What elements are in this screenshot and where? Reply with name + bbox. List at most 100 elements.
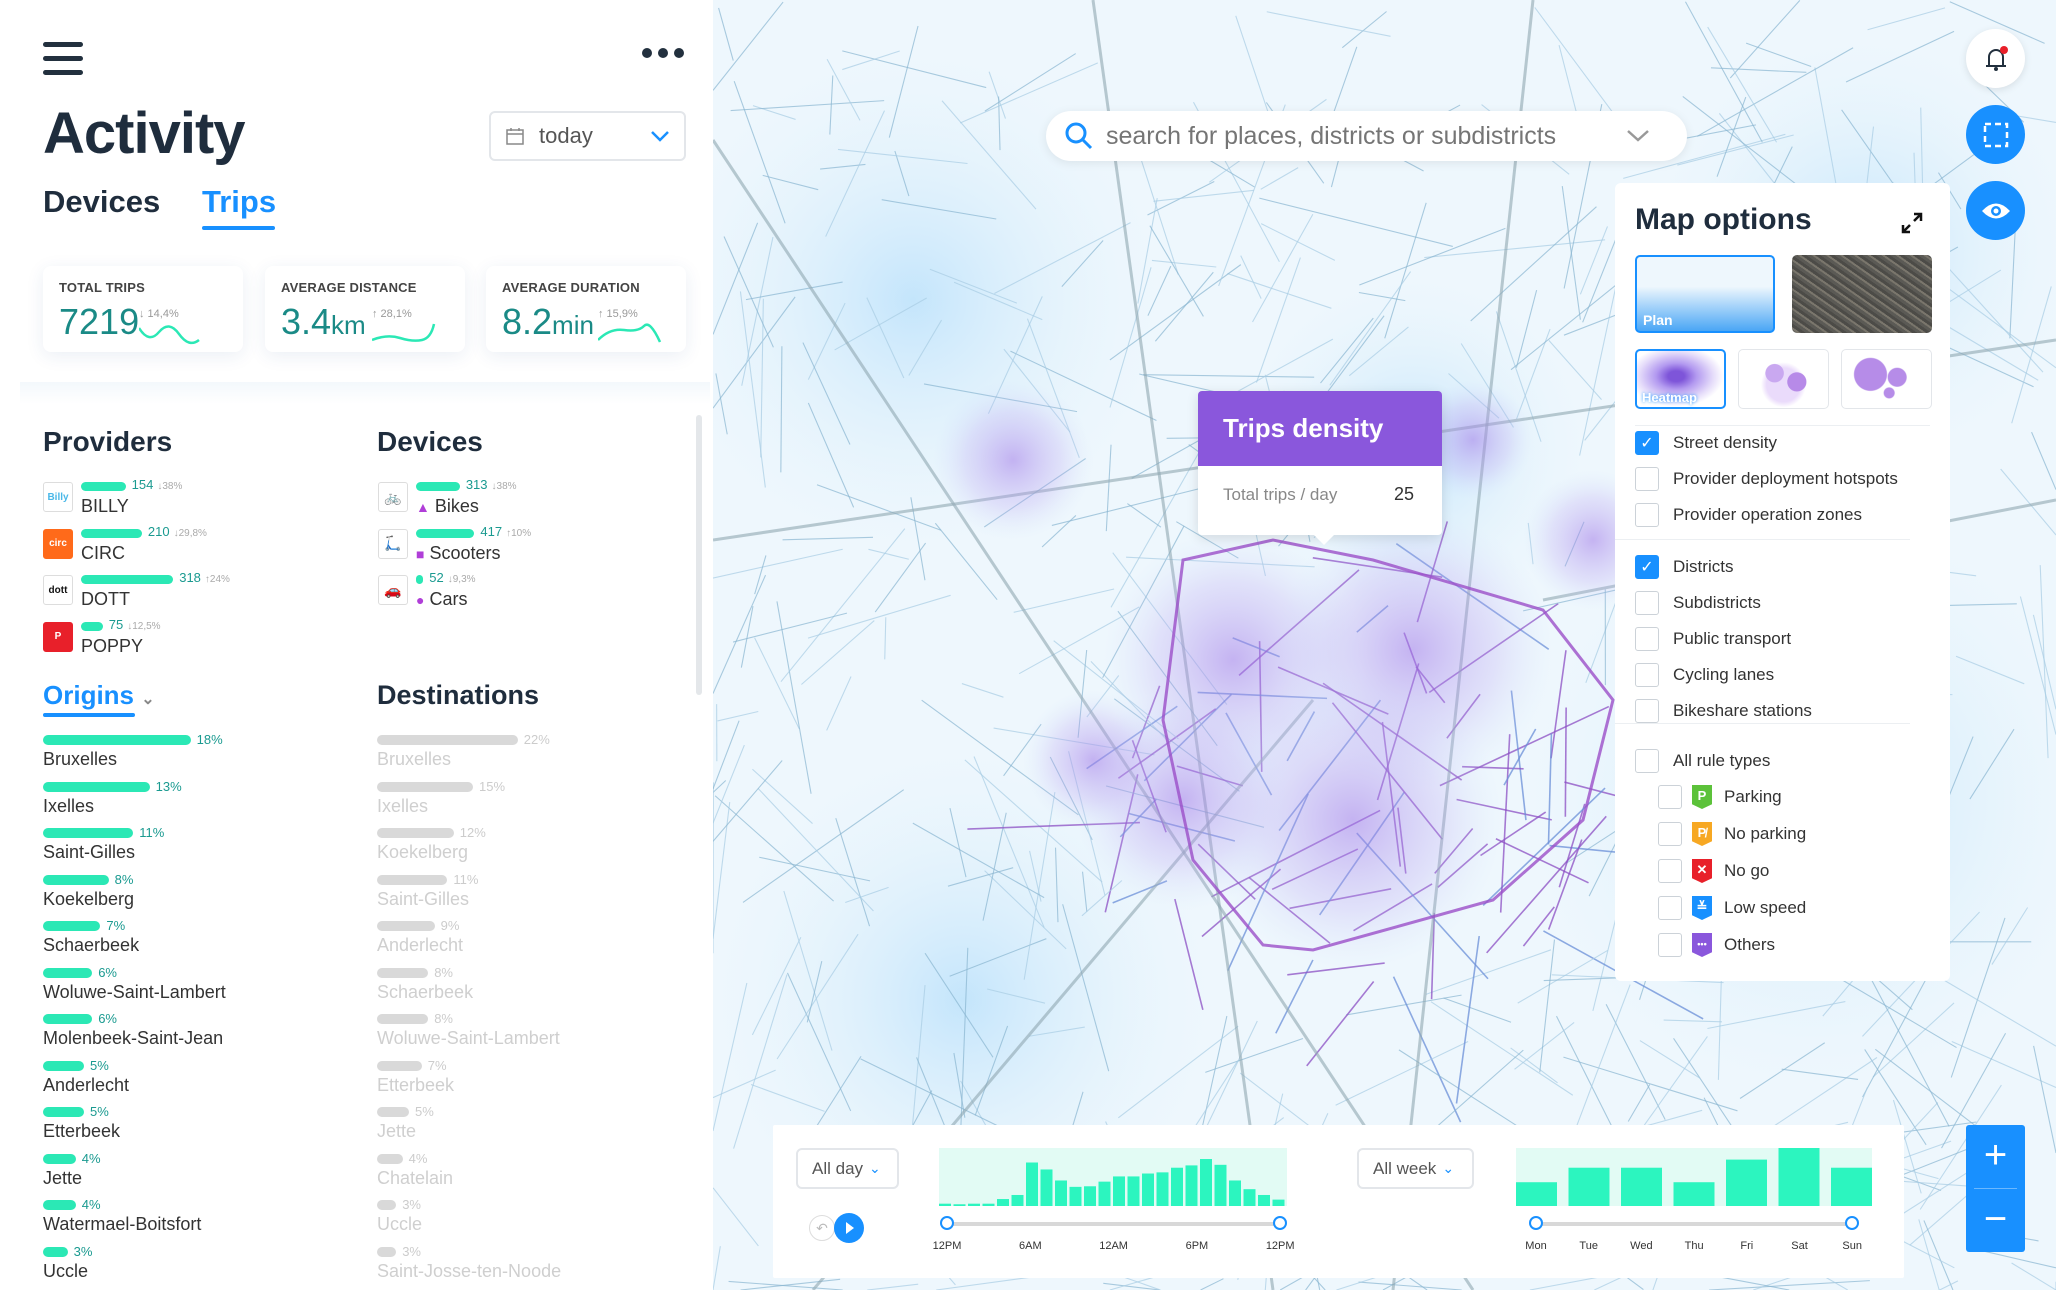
origin-row[interactable]: 5% Etterbeek <box>43 1104 343 1147</box>
rule-toggle[interactable]: ✕ No go <box>1658 859 1769 883</box>
destination-row[interactable]: 9% Anderlecht <box>377 918 677 961</box>
checkbox[interactable]: ✓ <box>1635 555 1659 579</box>
base-layer-satellite[interactable] <box>1792 255 1932 333</box>
hour-bar-7[interactable] <box>1040 1169 1053 1206</box>
checkbox[interactable] <box>1635 467 1659 491</box>
checkbox[interactable] <box>1658 785 1682 809</box>
checkbox[interactable] <box>1635 591 1659 615</box>
checkbox[interactable] <box>1635 699 1659 723</box>
provider-row[interactable]: P 75 ↓12,5% POPPY <box>43 617 343 664</box>
device-row[interactable]: 🚲 313 ↓38% ▲ Bikes <box>378 477 678 524</box>
hour-bar-1[interactable] <box>953 1204 966 1206</box>
origin-row[interactable]: 13% Ixelles <box>43 779 343 822</box>
origin-row[interactable]: 6% Woluwe-Saint-Lambert <box>43 965 343 1008</box>
select-area-button[interactable] <box>1966 105 2025 164</box>
checkbox[interactable] <box>1635 627 1659 651</box>
layer-toggle[interactable]: Bikeshare stations <box>1635 699 1812 723</box>
week-range-track[interactable] <box>1536 1222 1852 1226</box>
day-bar-0[interactable] <box>1516 1182 1557 1206</box>
provider-row[interactable]: circ 210 ↓29,8% CIRC <box>43 524 343 571</box>
origin-row[interactable]: 11% Saint-Gilles <box>43 825 343 868</box>
origin-row[interactable]: 3% Uccle <box>43 1244 343 1287</box>
viz-heatmap[interactable]: Heatmap <box>1635 349 1726 409</box>
day-bar-2[interactable] <box>1621 1167 1662 1206</box>
hour-bar-0[interactable] <box>939 1203 951 1206</box>
hour-bar-8[interactable] <box>1055 1180 1067 1206</box>
destination-row[interactable]: 4% Chatelain <box>377 1151 677 1194</box>
rule-toggle[interactable]: ≚ Low speed <box>1658 896 1806 920</box>
provider-row[interactable]: Billy 154 ↓38% BILLY <box>43 477 343 524</box>
hour-bar-2[interactable] <box>968 1203 980 1206</box>
hour-bar-21[interactable] <box>1243 1189 1256 1206</box>
hamburger-icon[interactable] <box>43 42 83 84</box>
destination-row[interactable]: 8% Schaerbeek <box>377 965 677 1008</box>
checkbox[interactable] <box>1658 896 1682 920</box>
hour-bar-14[interactable] <box>1142 1173 1154 1206</box>
origins-dropdown[interactable]: Origins ⌄ <box>43 680 155 711</box>
origin-row[interactable]: 4% Jette <box>43 1151 343 1194</box>
destination-row[interactable]: 11% Saint-Gilles <box>377 872 677 915</box>
hour-bar-11[interactable] <box>1098 1181 1111 1206</box>
viz-bubbles[interactable] <box>1841 349 1932 409</box>
destination-row[interactable]: 7% Etterbeek <box>377 1058 677 1101</box>
hour-range-start-handle[interactable] <box>940 1216 954 1230</box>
day-filter-dropdown[interactable]: All day ⌄ <box>796 1148 899 1189</box>
provider-row[interactable]: dott 318 ↑24% DOTT <box>43 570 343 617</box>
layer-toggle[interactable]: Subdistricts <box>1635 591 1761 615</box>
origin-row[interactable]: 5% Anderlecht <box>43 1058 343 1101</box>
viz-hexbin[interactable] <box>1738 349 1829 409</box>
day-bar-3[interactable] <box>1673 1182 1715 1206</box>
checkbox[interactable] <box>1635 503 1659 527</box>
hour-bar-20[interactable] <box>1229 1180 1241 1206</box>
origin-row[interactable]: 4% Watermael-Boitsfort <box>43 1197 343 1240</box>
day-bar-6[interactable] <box>1831 1167 1872 1206</box>
device-row[interactable]: 🛴 417 ↑10% ■ Scooters <box>378 524 678 571</box>
hour-bar-22[interactable] <box>1258 1194 1270 1206</box>
day-bar-4[interactable] <box>1726 1159 1767 1206</box>
hour-range-end-handle[interactable] <box>1273 1216 1287 1230</box>
week-filter-dropdown[interactable]: All week ⌄ <box>1357 1148 1474 1189</box>
checkbox[interactable]: ✓ <box>1635 431 1659 455</box>
rewind-button[interactable]: ↶ <box>809 1215 835 1241</box>
more-icon[interactable] <box>642 48 684 58</box>
origin-row[interactable]: 18% Bruxelles <box>43 732 343 775</box>
origin-row[interactable]: 8% Koekelberg <box>43 872 343 915</box>
layer-toggle[interactable]: ✓ Districts <box>1635 555 1733 579</box>
device-row[interactable]: 🚗 52 ↓9,3% ● Cars <box>378 570 678 617</box>
week-range-end-handle[interactable] <box>1845 1216 1859 1230</box>
destination-row[interactable]: 12% Koekelberg <box>377 825 677 868</box>
layer-toggle[interactable]: Cycling lanes <box>1635 663 1774 687</box>
rule-toggle[interactable]: P Parking <box>1658 785 1782 809</box>
hour-bar-6[interactable] <box>1026 1162 1038 1207</box>
layer-toggle[interactable]: Provider deployment hotspots <box>1635 467 1898 491</box>
hour-bar-10[interactable] <box>1084 1186 1096 1206</box>
visibility-button[interactable] <box>1966 181 2025 240</box>
hour-bar-13[interactable] <box>1127 1176 1140 1206</box>
chevron-down-icon[interactable] <box>1626 129 1650 143</box>
day-bar-5[interactable] <box>1778 1148 1820 1206</box>
place-search[interactable] <box>1046 111 1687 161</box>
sidebar-scrollbar[interactable] <box>696 415 702 695</box>
checkbox[interactable] <box>1635 749 1659 773</box>
rule-toggle[interactable]: P̸ No parking <box>1658 822 1806 846</box>
hour-bar-23[interactable] <box>1272 1199 1285 1206</box>
day-bar-1[interactable] <box>1568 1167 1610 1206</box>
layer-toggle[interactable]: ✓ Street density <box>1635 431 1777 455</box>
hour-bar-5[interactable] <box>1011 1194 1024 1206</box>
hour-bar-18[interactable] <box>1200 1159 1212 1206</box>
hour-bar-19[interactable] <box>1214 1164 1227 1206</box>
destination-row[interactable]: 3% Uccle <box>377 1197 677 1240</box>
expand-icon[interactable] <box>1900 211 1924 235</box>
origin-row[interactable]: 6% Molenbeek-Saint-Jean <box>43 1011 343 1054</box>
base-layer-plan[interactable]: Plan <box>1635 255 1775 333</box>
hour-bar-4[interactable] <box>997 1199 1009 1206</box>
hour-bar-12[interactable] <box>1113 1176 1125 1206</box>
play-button[interactable] <box>834 1213 864 1243</box>
search-input[interactable] <box>1106 121 1626 151</box>
layer-toggle[interactable]: All rule types <box>1635 749 1770 773</box>
layer-toggle[interactable]: Public transport <box>1635 627 1791 651</box>
hour-bar-15[interactable] <box>1156 1172 1169 1206</box>
origin-row[interactable]: 7% Schaerbeek <box>43 918 343 961</box>
zoom-out-button[interactable]: − <box>1983 1197 2008 1241</box>
hour-bar-9[interactable] <box>1069 1186 1082 1206</box>
